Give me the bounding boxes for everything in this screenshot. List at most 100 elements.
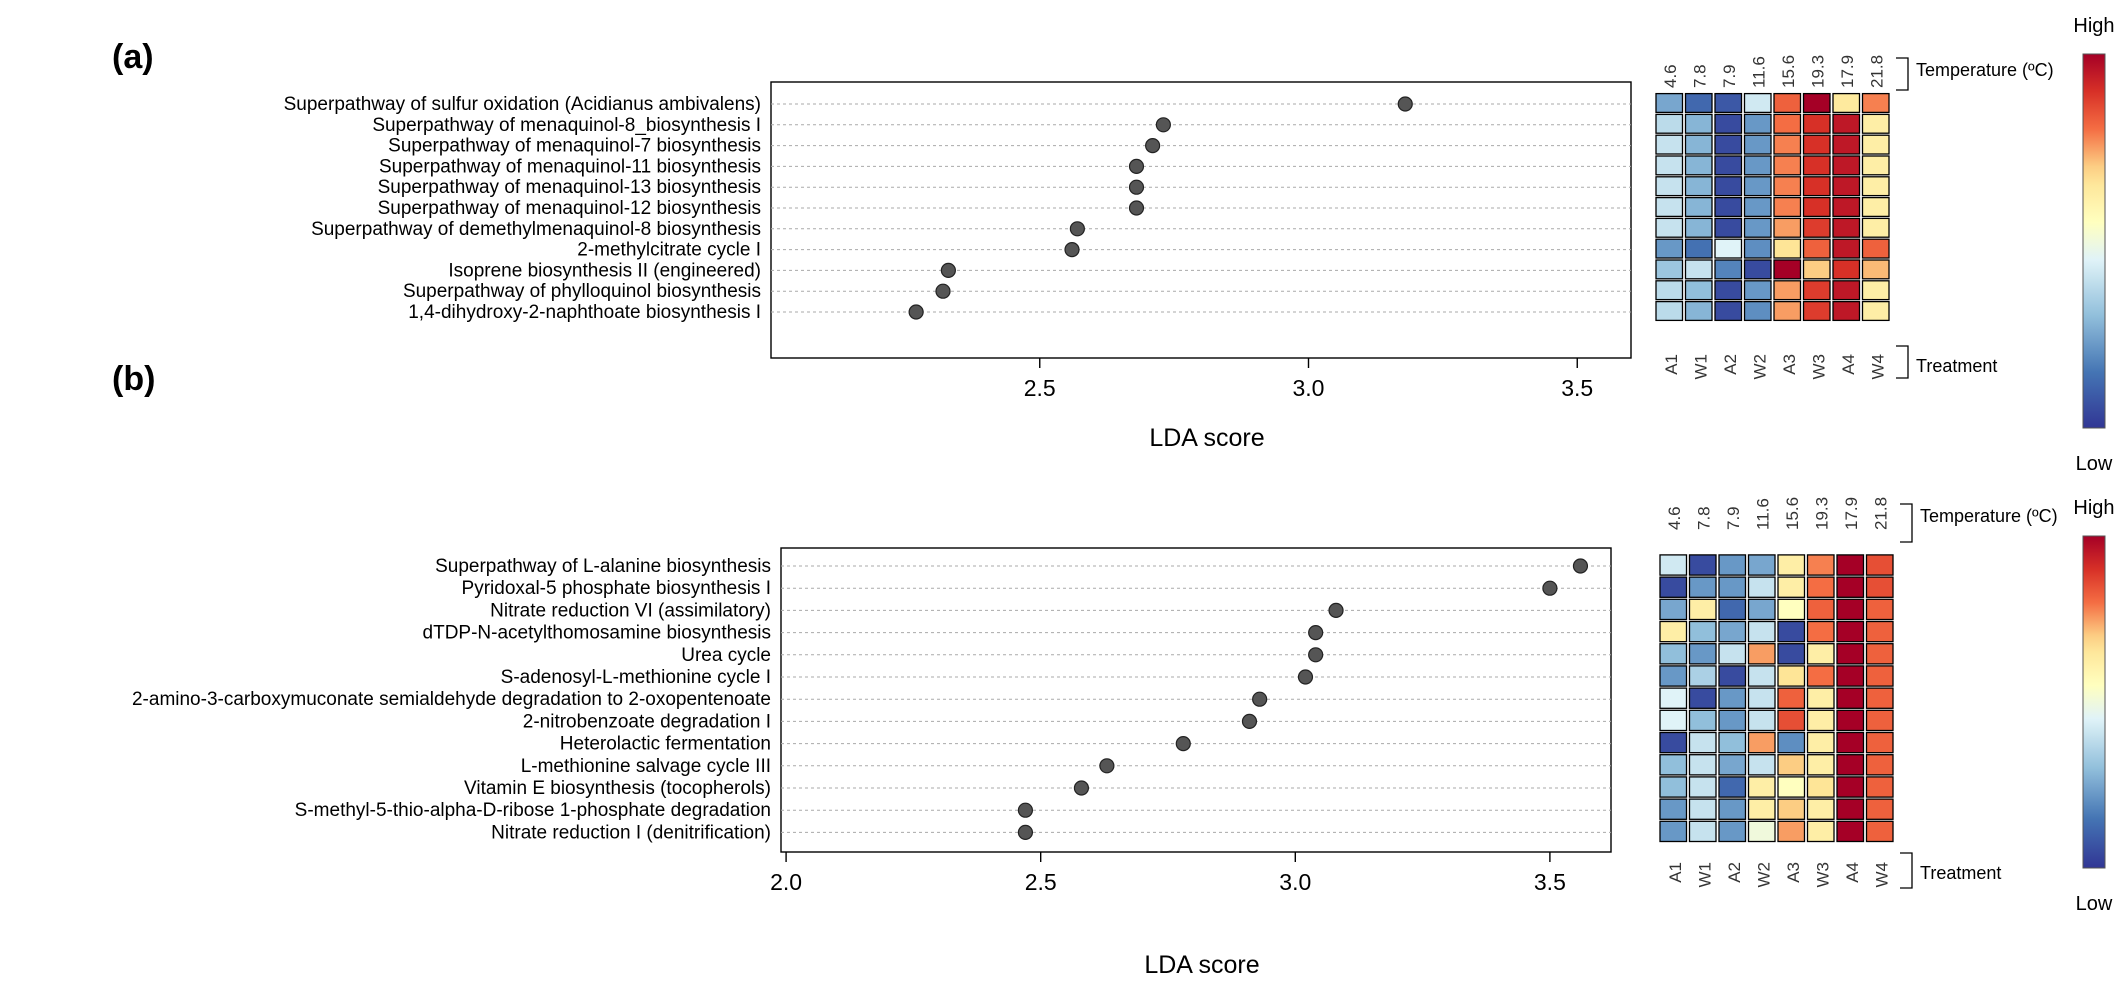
heatmap-cell bbox=[1832, 155, 1861, 176]
temperature-bracket bbox=[1896, 57, 1909, 91]
lda-point bbox=[1328, 602, 1344, 618]
heatmap-cell bbox=[1747, 576, 1776, 598]
pathway-label: Superpathway of phylloquinol biosynthesi… bbox=[403, 281, 761, 302]
lda-point bbox=[1572, 558, 1589, 574]
heatmap-cell bbox=[1832, 280, 1861, 301]
heatmap-cell bbox=[1688, 820, 1717, 843]
heatmap-cell bbox=[1777, 687, 1806, 709]
heatmap-cell bbox=[1836, 776, 1865, 798]
heatmap-cell bbox=[1688, 576, 1717, 598]
pathway-label: Superpathway of menaquinol-11 biosynthes… bbox=[379, 156, 761, 177]
heatmap-cell bbox=[1777, 754, 1806, 776]
heatmap-cell bbox=[1806, 554, 1835, 576]
heatmap-cell bbox=[1773, 280, 1802, 301]
heatmap-cell bbox=[1865, 776, 1894, 798]
heatmap-cell bbox=[1688, 754, 1717, 776]
heatmap-cell bbox=[1861, 134, 1890, 155]
heatmap-cell bbox=[1655, 280, 1684, 301]
pathway-label: Vitamin E biosynthesis (tocopherols) bbox=[464, 778, 771, 799]
treatment-label: A1 bbox=[1662, 354, 1681, 375]
heatmap-cell bbox=[1836, 754, 1865, 776]
heatmap-cell bbox=[1659, 665, 1688, 687]
heatmap-cell bbox=[1777, 554, 1806, 576]
heatmap-cell bbox=[1659, 798, 1688, 820]
heatmap-cell bbox=[1747, 620, 1776, 643]
heatmap-cell bbox=[1802, 300, 1831, 322]
heatmap-cell bbox=[1747, 709, 1776, 732]
heatmap-cell bbox=[1773, 134, 1802, 155]
legend-high-label: High bbox=[2073, 497, 2114, 519]
heatmap-cell bbox=[1718, 798, 1747, 820]
heatmap-cell bbox=[1688, 643, 1717, 665]
lda-point bbox=[1128, 200, 1145, 216]
heatmap-cell bbox=[1836, 820, 1865, 843]
color-legend-bar bbox=[2082, 535, 2106, 869]
treatment-label: W1 bbox=[1691, 354, 1710, 380]
heatmap-cell bbox=[1659, 554, 1688, 576]
heatmap-cell bbox=[1773, 92, 1802, 114]
panel-label-a: (a) bbox=[112, 38, 154, 76]
heatmap-cell bbox=[1659, 687, 1688, 709]
heatmap-cell bbox=[1865, 576, 1894, 598]
treatment-label: W4 bbox=[1872, 862, 1891, 888]
heatmap-cell bbox=[1773, 196, 1802, 218]
heatmap-cell bbox=[1655, 238, 1684, 259]
heatmap-cell bbox=[1659, 620, 1688, 643]
heatmap-cell bbox=[1777, 576, 1806, 598]
heatmap-cell bbox=[1832, 259, 1861, 280]
pathway-label: Heterolactic fermentation bbox=[560, 734, 771, 755]
heatmap-cell bbox=[1836, 798, 1865, 820]
treatment-label: W1 bbox=[1695, 862, 1714, 888]
heatmap-cell bbox=[1655, 196, 1684, 218]
temperature-label: 19.3 bbox=[1808, 55, 1827, 88]
heatmap-cell bbox=[1806, 754, 1835, 776]
heatmap-cell bbox=[1655, 92, 1684, 114]
heatmap-cell bbox=[1802, 280, 1831, 301]
legend-high-label: High bbox=[2073, 15, 2114, 37]
heatmap-cell bbox=[1688, 731, 1717, 754]
heatmap-cell bbox=[1714, 155, 1743, 176]
heatmap-cell bbox=[1718, 709, 1747, 732]
heatmap-cell bbox=[1684, 134, 1713, 155]
heatmap-cell bbox=[1659, 709, 1688, 732]
heatmap-cell bbox=[1861, 155, 1890, 176]
heatmap-cell bbox=[1747, 731, 1776, 754]
heatmap-cell bbox=[1773, 259, 1802, 280]
heatmap-cell bbox=[1688, 620, 1717, 643]
treatment-label: A1 bbox=[1666, 862, 1685, 883]
heatmap-cell bbox=[1714, 113, 1743, 134]
heatmap-cell bbox=[1718, 820, 1747, 843]
heatmap-cell bbox=[1832, 113, 1861, 134]
heatmap-cell bbox=[1836, 643, 1865, 665]
heatmap-cell bbox=[1659, 598, 1688, 621]
temperature-title: Temperature (ºC) bbox=[1916, 60, 2054, 80]
heatmap-cell bbox=[1806, 620, 1835, 643]
heatmap-cell bbox=[1777, 731, 1806, 754]
pathway-label: Nitrate reduction I (denitrification) bbox=[491, 822, 771, 843]
heatmap-cell bbox=[1802, 92, 1831, 114]
pathway-label: 1,4-dihydroxy-2-naphthoate biosynthesis … bbox=[408, 302, 761, 323]
temperature-label: 11.6 bbox=[1749, 56, 1768, 88]
heatmap-cell bbox=[1861, 280, 1890, 301]
heatmap-cell bbox=[1802, 259, 1831, 280]
heatmap-cell bbox=[1802, 134, 1831, 155]
treatment-label: W3 bbox=[1813, 862, 1832, 888]
panel-a: (a) Superpathway of sulfur oxidation (Ac… bbox=[0, 0, 2128, 475]
temperature-label: 17.9 bbox=[1838, 55, 1857, 88]
heatmap-cell bbox=[1718, 665, 1747, 687]
x-tick-label: 3.5 bbox=[1561, 375, 1593, 401]
heatmap-cell bbox=[1777, 665, 1806, 687]
heatmap-cell bbox=[1836, 576, 1865, 598]
pathway-label: Pyridoxal-5 phosphate biosynthesis I bbox=[462, 578, 771, 599]
heatmap-cell bbox=[1777, 598, 1806, 621]
heatmap-cell bbox=[1806, 731, 1835, 754]
heatmap-cell bbox=[1659, 731, 1688, 754]
heatmap-cell bbox=[1836, 709, 1865, 732]
heatmap-cell bbox=[1747, 643, 1776, 665]
heatmap-cell bbox=[1743, 176, 1772, 197]
treatment-label: A3 bbox=[1784, 862, 1803, 883]
pathway-label: S-methyl-5-thio-alpha-D-ribose 1-phospha… bbox=[295, 800, 771, 821]
heatmap-cell bbox=[1714, 92, 1743, 114]
heatmap-cell bbox=[1655, 300, 1684, 322]
heatmap-cell bbox=[1861, 259, 1890, 280]
